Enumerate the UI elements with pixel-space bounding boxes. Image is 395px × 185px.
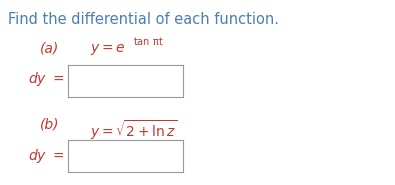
Text: Find the differential of each function.: Find the differential of each function. (8, 12, 279, 27)
Text: (b): (b) (40, 118, 60, 132)
Text: (a): (a) (40, 42, 59, 56)
Text: $dy\ =$: $dy\ =$ (28, 147, 64, 165)
Text: $y = e$: $y = e$ (90, 42, 126, 57)
Text: $dy\ =$: $dy\ =$ (28, 70, 64, 88)
Text: $\mathsf{tan\ \pi t}$: $\mathsf{tan\ \pi t}$ (133, 35, 164, 47)
Text: $y = \sqrt{2 + \ln z}$: $y = \sqrt{2 + \ln z}$ (90, 118, 177, 142)
